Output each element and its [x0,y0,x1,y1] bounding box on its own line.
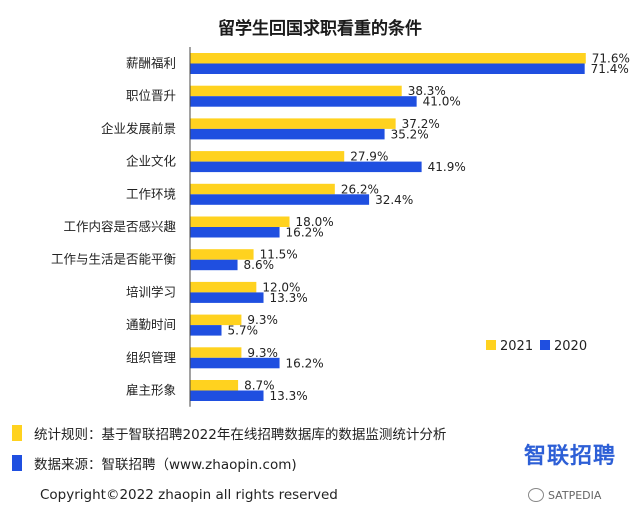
category-label: 雇主形象 [126,383,176,398]
data-label-2020: 35.2% [391,127,429,141]
category-label: 职位晋升 [126,88,176,103]
wechat-icon [528,488,544,502]
watermark-text: SATPEDIA [548,488,602,502]
bar-2021 [190,281,257,293]
data-label-2021: 18.0% [296,215,334,229]
note-stat-rule-text: 统计规则：基于智联招聘2022年在线招聘数据库的数据监测统计分析 [34,427,447,443]
bar-2021 [190,53,586,64]
category-label: 工作与生活是否能平衡 [51,252,176,267]
category-labels: 薪酬福利职位晋升企业发展前景企业文化工作环境工作内容是否感兴趣工作与生活是否能平… [51,56,177,398]
legend-label-2020: 2020 [554,339,587,354]
bar-2020 [190,161,422,173]
bar-2021 [190,249,254,260]
category-label: 企业文化 [126,154,177,169]
chart-title: 留学生回国求职看重的条件 [218,19,422,39]
bar-2020 [190,227,280,238]
data-label-2021: 38.3% [408,84,446,98]
bar-2020 [190,292,264,303]
bar-2021 [190,380,239,391]
category-label: 工作内容是否感兴趣 [63,219,176,234]
note-swatch-yellow [12,425,22,441]
bar-2020 [190,357,280,369]
bar-2021 [190,183,335,195]
bar-2020 [190,194,370,205]
note-swatch-blue [12,455,22,471]
data-label-2021: 11.5% [260,248,298,262]
data-label-2020: 41.9% [428,160,466,174]
legend-label-2021: 2021 [500,339,533,354]
data-label-2021: 71.6% [592,52,630,66]
value-labels: 71.6%71.4% 38.3%41.0% 37.2%35.2%27.9% 41.9%… [228,52,630,404]
bar-2020 [190,63,585,74]
legend: 2021 2020 [486,339,587,354]
satpedia-watermark: SATPEDIA [528,488,601,502]
category-label: 薪酬福利 [126,56,176,71]
data-label-2020: 8.6% [244,258,274,272]
data-label-2021: 26.2% [341,182,379,196]
bars [190,53,586,401]
data-label-2021: 12.0% [262,280,300,294]
data-label-2020: 41.0% [423,95,461,109]
legend-swatch-2021 [486,340,496,350]
bar-2021 [190,347,242,358]
bar-2021 [190,118,396,129]
data-label-2020: 16.2% [286,356,324,370]
bar-2020 [190,259,238,271]
note-stat-rule: 统计规则：基于智联招聘2022年在线招聘数据库的数据监测统计分析 [12,422,446,444]
legend-swatch-2020 [540,340,550,350]
data-label-2020: 71.4% [591,62,629,76]
category-label: 培训学习 [126,284,176,299]
category-label: 企业发展前景 [101,121,176,136]
data-label-2020: 13.3% [270,389,308,403]
bar-2020 [190,325,222,336]
data-label-2020: 32.4% [375,193,413,207]
zhaopin-logo: 智联招聘 [524,444,617,469]
category-label: 通勤时间 [126,317,176,332]
note-data-source: 数据来源：智联招聘（www.zhaopin.com) [12,452,297,474]
data-label-2021: 37.2% [402,117,440,131]
data-label-2021: 27.9% [350,150,388,164]
bar-2021 [190,85,402,97]
bar-2020 [190,390,264,401]
category-label: 工作环境 [126,186,176,201]
data-label-2021: 8.7% [244,379,275,393]
category-label: 组织管理 [126,350,177,365]
bar-chart: 薪酬福利职位晋升企业发展前景企业文化工作环境工作内容是否感兴趣工作与生活是否能平… [51,47,630,407]
bar-2021 [190,314,242,326]
copyright-footer: Copyright©2022 zhaopin all rights reserv… [40,487,338,503]
data-label-2021: 9.3% [247,346,277,360]
bar-2020 [190,128,385,140]
data-label-2020: 16.2% [286,226,324,240]
bar-2020 [190,96,417,107]
bar-2021 [190,151,345,162]
data-label-2021: 9.3% [247,313,277,327]
data-label-2020: 5.7% [228,324,259,338]
data-label-2020: 13.3% [270,291,308,305]
bar-2021 [190,216,290,227]
note-data-source-text: 数据来源：智联招聘（www.zhaopin.com) [34,457,297,473]
